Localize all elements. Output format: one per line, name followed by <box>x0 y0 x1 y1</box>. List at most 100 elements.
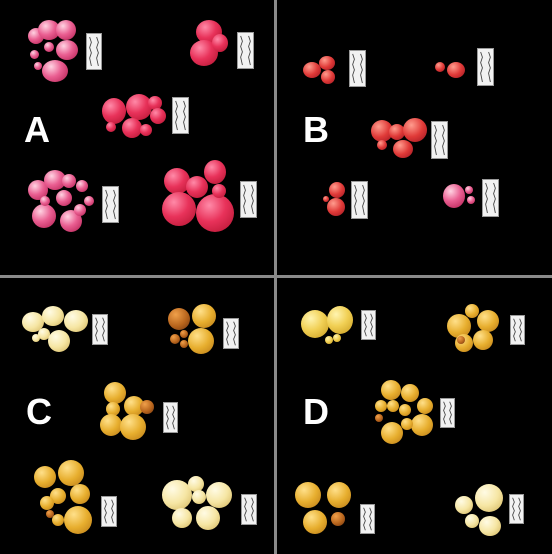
tuber <box>180 340 188 348</box>
panel-a: A <box>0 0 274 275</box>
tuber <box>371 120 393 142</box>
tuber <box>447 62 465 78</box>
tuber <box>122 118 142 138</box>
tuber <box>180 330 188 338</box>
ruler-break-icon <box>443 401 452 425</box>
tuber <box>196 506 220 530</box>
scale-ruler <box>431 121 448 159</box>
scale-ruler <box>241 494 257 525</box>
tuber <box>188 476 204 492</box>
tuber <box>44 42 54 52</box>
ruler-break-icon <box>95 317 105 342</box>
tuber <box>192 490 206 504</box>
tuber <box>40 196 50 206</box>
ruler-break-icon <box>244 497 254 522</box>
tuber <box>56 40 78 60</box>
panel-label-b: B <box>303 109 329 150</box>
tuber <box>32 204 56 228</box>
ruler-break-icon <box>243 184 254 215</box>
tuber <box>120 414 146 440</box>
tuber <box>401 418 413 430</box>
scale-ruler <box>477 48 494 86</box>
panel-c: C <box>0 278 274 554</box>
tuber <box>170 334 180 344</box>
panel-label-d: D <box>303 391 329 432</box>
tuber <box>46 510 54 518</box>
tuber <box>126 94 152 120</box>
tuber <box>186 176 208 198</box>
tuber <box>42 60 68 82</box>
tuber <box>74 204 86 216</box>
tuber <box>102 98 126 124</box>
tuber <box>206 482 232 508</box>
tuber <box>411 414 433 436</box>
ruler-break-icon <box>513 318 522 342</box>
tuber <box>22 312 44 332</box>
ruler-break-icon <box>363 507 372 531</box>
tuber <box>196 194 234 232</box>
tuber <box>319 56 335 70</box>
ruler-break-icon <box>480 51 491 83</box>
ruler-break-icon <box>175 100 186 131</box>
tuber <box>475 484 503 512</box>
scale-ruler <box>440 398 455 428</box>
tuber <box>443 184 465 208</box>
tuber <box>377 140 387 150</box>
tuber <box>34 62 42 70</box>
scale-ruler <box>92 314 108 345</box>
tuber <box>52 514 64 526</box>
scale-ruler <box>509 494 524 524</box>
scale-ruler <box>510 315 525 345</box>
tuber <box>477 310 499 332</box>
panel-d: D <box>277 278 552 554</box>
tuber <box>465 304 479 318</box>
tuber <box>32 334 40 342</box>
tuber <box>60 210 82 232</box>
tuber <box>327 306 353 334</box>
scale-ruler <box>240 181 257 218</box>
tuber <box>38 328 50 340</box>
ruler-break-icon <box>89 36 99 67</box>
tuber <box>44 170 66 190</box>
tuber <box>48 330 70 352</box>
tuber <box>333 334 341 342</box>
tuber <box>28 180 48 200</box>
scale-ruler <box>86 33 102 70</box>
tuber <box>455 496 473 514</box>
tuber <box>106 122 116 132</box>
tuber <box>192 304 216 328</box>
tuber <box>467 196 475 204</box>
tuber <box>465 186 473 194</box>
tuber <box>40 496 54 510</box>
tuber <box>164 168 190 194</box>
tuber <box>64 310 88 332</box>
tuber <box>301 310 329 338</box>
tuber <box>172 508 192 528</box>
tuber <box>325 336 333 344</box>
ruler-break-icon <box>226 321 236 346</box>
ruler-break-icon <box>166 405 175 430</box>
tuber <box>331 512 345 526</box>
tuber <box>30 50 39 59</box>
tuber <box>212 34 228 52</box>
ruler-break-icon <box>354 184 365 216</box>
tuber <box>140 124 152 136</box>
tuber <box>106 402 120 416</box>
tuber <box>104 382 126 404</box>
scale-ruler <box>482 179 499 217</box>
panel-label-c: C <box>26 391 52 432</box>
tuber <box>399 404 411 416</box>
tuber <box>295 482 321 508</box>
tuber <box>148 96 162 110</box>
tuber <box>417 398 433 414</box>
scale-ruler <box>361 310 376 340</box>
tuber <box>381 422 403 444</box>
scale-ruler <box>360 504 375 534</box>
ruler-break-icon <box>364 313 373 337</box>
tuber <box>188 328 214 354</box>
panel-label-a: A <box>24 109 50 150</box>
tuber <box>479 516 501 536</box>
tuber <box>100 414 122 436</box>
ruler-break-icon <box>512 497 521 521</box>
